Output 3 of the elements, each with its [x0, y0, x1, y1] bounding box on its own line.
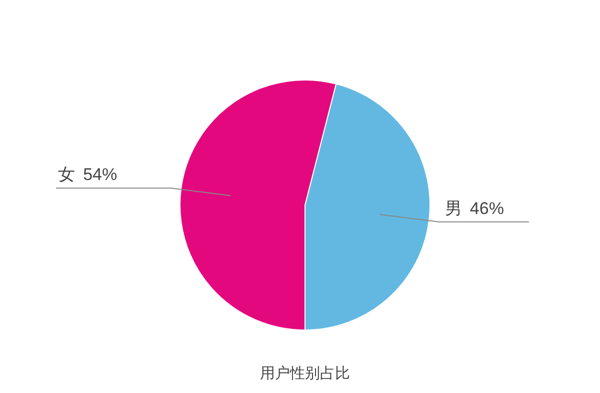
- text: 用户性别占比: [260, 365, 350, 382]
- slice-label: 女: [58, 165, 76, 184]
- slice-label: 男: [444, 198, 462, 218]
